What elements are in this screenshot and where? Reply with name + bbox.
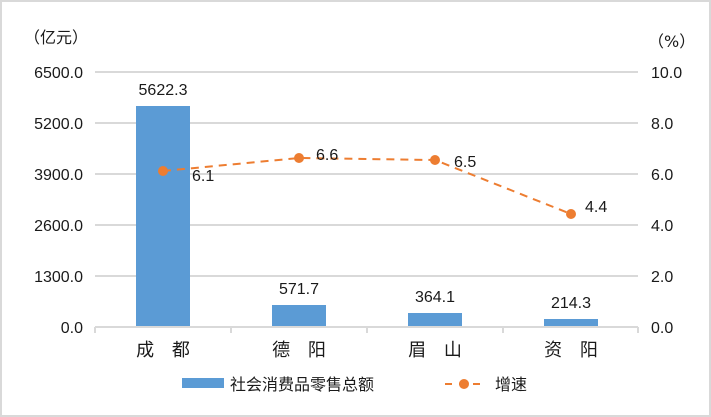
- line-value-label: 6.5: [454, 154, 476, 171]
- left-axis-unit: （亿元）: [24, 28, 88, 47]
- legend: 社会消费品零售总额 增速: [182, 375, 527, 394]
- legend-bar-swatch: [182, 378, 224, 388]
- left-tick: 3900.0: [34, 167, 83, 184]
- growth-marker: [294, 153, 304, 163]
- growth-marker: [430, 155, 440, 165]
- bar-value-label: 5622.3: [139, 82, 188, 99]
- left-tick: 0.0: [61, 320, 83, 337]
- growth-line: [162, 156, 572, 215]
- bar-value-label: 571.7: [279, 281, 319, 298]
- category-label: 成 都: [136, 340, 196, 361]
- bar-chengdu: [136, 106, 190, 327]
- category-label: 德 阳: [272, 340, 332, 361]
- x-axis: [94, 326, 639, 333]
- bar-meishan: [408, 313, 462, 327]
- left-tick: 6500.0: [34, 65, 83, 82]
- legend-line-label: 增速: [495, 375, 527, 394]
- category-label: 眉 山: [408, 340, 468, 361]
- right-tick: 4.0: [651, 218, 673, 235]
- bar-value-label: 364.1: [415, 289, 455, 306]
- left-axis-ticks: 6500.0 5200.0 3900.0 2600.0 1300.0 0.0: [34, 65, 83, 337]
- right-tick: 6.0: [651, 167, 673, 184]
- bar-ziyang: [544, 319, 598, 327]
- right-tick: 0.0: [651, 320, 673, 337]
- legend-bar-label: 社会消费品零售总额: [230, 375, 374, 394]
- left-tick: 2600.0: [34, 218, 83, 235]
- category-label: 资 阳: [544, 340, 604, 361]
- bar-series: [136, 106, 598, 327]
- legend-line-marker: [459, 379, 469, 389]
- right-axis-ticks: 10.0 8.0 6.0 4.0 2.0 0.0: [651, 65, 682, 337]
- left-tick: 5200.0: [34, 116, 83, 133]
- line-value-label: 6.1: [192, 168, 214, 185]
- right-axis-unit: （%）: [648, 32, 695, 51]
- bar-value-label: 214.3: [551, 295, 591, 312]
- growth-markers: [158, 153, 576, 219]
- growth-marker: [566, 209, 576, 219]
- line-value-label: 6.6: [316, 147, 338, 164]
- line-value-label: 4.4: [585, 199, 607, 216]
- bar-deyang: [272, 305, 326, 327]
- left-tick: 1300.0: [34, 269, 83, 286]
- right-tick: 2.0: [651, 269, 673, 286]
- growth-marker: [158, 166, 168, 176]
- right-tick: 10.0: [651, 65, 682, 82]
- right-tick: 8.0: [651, 116, 673, 133]
